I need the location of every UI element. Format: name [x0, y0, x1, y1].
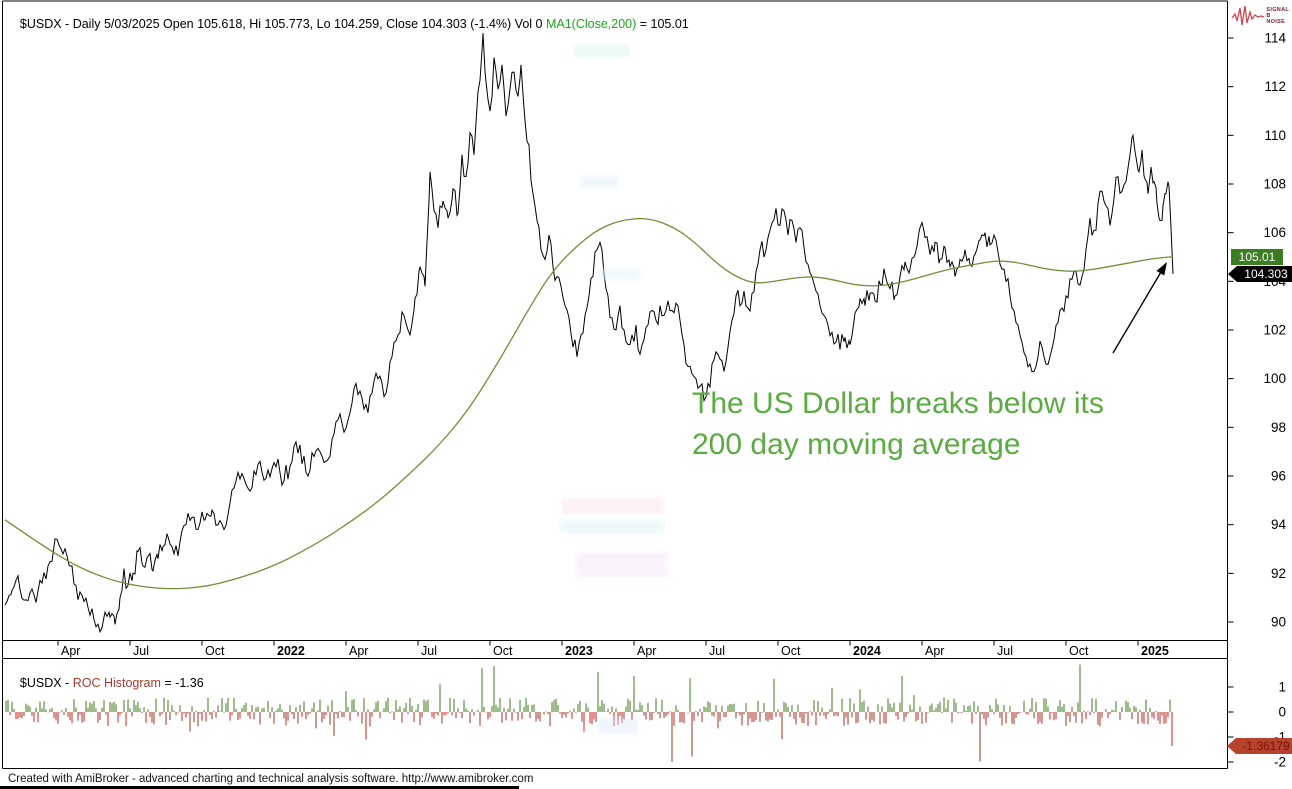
roc-y-tick-label: -2	[1274, 755, 1286, 770]
ma-line	[4, 217, 1174, 590]
ma-legend-value: = 105.01	[636, 17, 689, 31]
price-line	[4, 33, 1174, 634]
y-tick-label: 96	[1271, 468, 1286, 483]
y-tick-label: 94	[1271, 517, 1287, 532]
x-tick-label: Oct	[205, 644, 225, 658]
x-tick-label: Jul	[997, 644, 1013, 658]
waveform-icon	[1231, 5, 1265, 26]
roc-value-text: = -1.36	[160, 676, 204, 690]
x-tick-label: 2022	[277, 644, 305, 658]
x-tick-label: 2023	[565, 644, 593, 658]
y-tick-label: 100	[1263, 371, 1286, 386]
roc-indicator-label: ROC Histogram	[72, 676, 161, 690]
annotation-line2: 200 day moving average	[692, 428, 1021, 461]
y-tick-label: 92	[1271, 566, 1286, 581]
ghost-watermark	[580, 176, 618, 189]
y-tick-label: 102	[1263, 322, 1286, 337]
logo-text-b: B	[1266, 13, 1271, 19]
x-tick-label: Jul	[421, 644, 437, 658]
x-tick-label: 2025	[1141, 644, 1169, 658]
roc-pane-title: $USDX - ROC Histogram = -1.36	[6, 662, 204, 704]
y-tick-label: 114	[1264, 31, 1286, 46]
roc-ticker-text: $USDX -	[19, 676, 73, 690]
ghost-watermark	[574, 44, 630, 57]
signal-noise-logo: SIGNAL B NOISE	[1227, 2, 1289, 30]
y-tick-label: 90	[1271, 614, 1286, 629]
roc-y-tick-label: 0	[1278, 705, 1286, 720]
ghost-watermark	[576, 552, 668, 578]
x-tick-label: Apr	[349, 644, 368, 658]
annotation-line1: The US Dollar breaks below its	[692, 387, 1104, 420]
roc-value-badge: -1.36179	[1227, 738, 1292, 755]
ghost-watermark	[560, 520, 664, 534]
amibroker-credit: Created with AmiBroker - advanced charti…	[8, 773, 534, 785]
x-tick-label: Oct	[781, 644, 801, 658]
logo-text-signal: SIGNAL	[1266, 7, 1289, 13]
x-tick-label: Jul	[133, 644, 149, 658]
ticker-ohlc-text: $USDX - Daily 5/03/2025 Open 105.618, Hi…	[19, 17, 546, 31]
x-tick-label: Apr	[925, 644, 944, 658]
x-tick-label: Apr	[637, 644, 656, 658]
main-pane-title: $USDX - Daily 5/03/2025 Open 105.618, Hi…	[6, 3, 689, 45]
ghost-watermark	[562, 498, 664, 514]
ma-legend-label: MA1(Close,200)	[545, 17, 637, 31]
x-tick-label: 2024	[853, 644, 881, 658]
y-tick-label: 110	[1264, 128, 1286, 143]
bottom-border-bar	[0, 786, 519, 789]
ghost-watermark	[598, 268, 640, 280]
close-price-badge: 104.303	[1228, 265, 1292, 282]
roc-y-tick-label: 1	[1278, 680, 1286, 695]
y-tick-label: 108	[1263, 176, 1286, 191]
ma-price-badge: 105.01	[1231, 248, 1283, 265]
x-tick-label: Jul	[709, 644, 725, 658]
annotation-text: The US Dollar breaks below its 200 day m…	[692, 383, 1104, 465]
x-tick-label: Apr	[61, 644, 80, 658]
breakdown-arrow-head	[1156, 262, 1167, 276]
logo-text-noise: NOISE	[1266, 19, 1286, 25]
breakdown-arrow-line	[1112, 271, 1162, 354]
y-tick-label: 98	[1271, 420, 1286, 435]
y-tick-label: 106	[1263, 225, 1286, 240]
x-tick-label: Oct	[1069, 644, 1089, 658]
x-tick-label: Oct	[493, 644, 513, 658]
ghost-watermark	[598, 718, 638, 734]
y-tick-label: 112	[1264, 79, 1286, 94]
